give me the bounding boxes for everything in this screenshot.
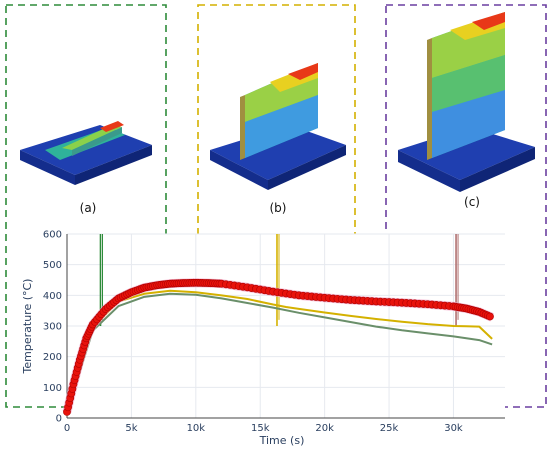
x-tick-label: 30k: [444, 423, 463, 434]
plot-area: [62, 234, 494, 416]
y-tick-label: 600: [43, 230, 62, 241]
x-tick-label: 25k: [380, 423, 399, 434]
series-line-1: [66, 289, 493, 413]
x-axis-title: Time (s): [259, 434, 305, 447]
series-point: [486, 312, 494, 321]
y-tick-label: 400: [43, 291, 62, 302]
panel-label-b: (b): [270, 201, 287, 215]
y-axis-ticks: 0 100 200 300 400 500 600: [43, 230, 62, 425]
series-line-2: [66, 292, 493, 413]
x-tick-label: 0: [64, 423, 70, 434]
panel-label-c: (c): [464, 195, 480, 209]
x-tick-label: 10k: [187, 423, 206, 434]
y-tick-label: 500: [43, 260, 62, 271]
y-tick-label: 0: [56, 414, 62, 425]
x-tick-label: 15k: [251, 423, 270, 434]
y-tick-label: 100: [43, 383, 62, 394]
model-a: [20, 121, 152, 185]
model-b: [210, 63, 346, 190]
y-tick-label: 200: [43, 352, 62, 363]
x-tick-label: 5k: [125, 423, 137, 434]
y-tick-label: 300: [43, 322, 62, 333]
x-tick-label: 20k: [315, 423, 334, 434]
model-c: [398, 12, 535, 192]
y-axis-title: Temperature (°C): [21, 279, 34, 375]
grid-lines: [66, 233, 505, 419]
panel-label-a: (a): [80, 201, 97, 215]
x-axis-ticks: 0 5k 10k 15k 20k 25k 30k: [64, 423, 463, 434]
